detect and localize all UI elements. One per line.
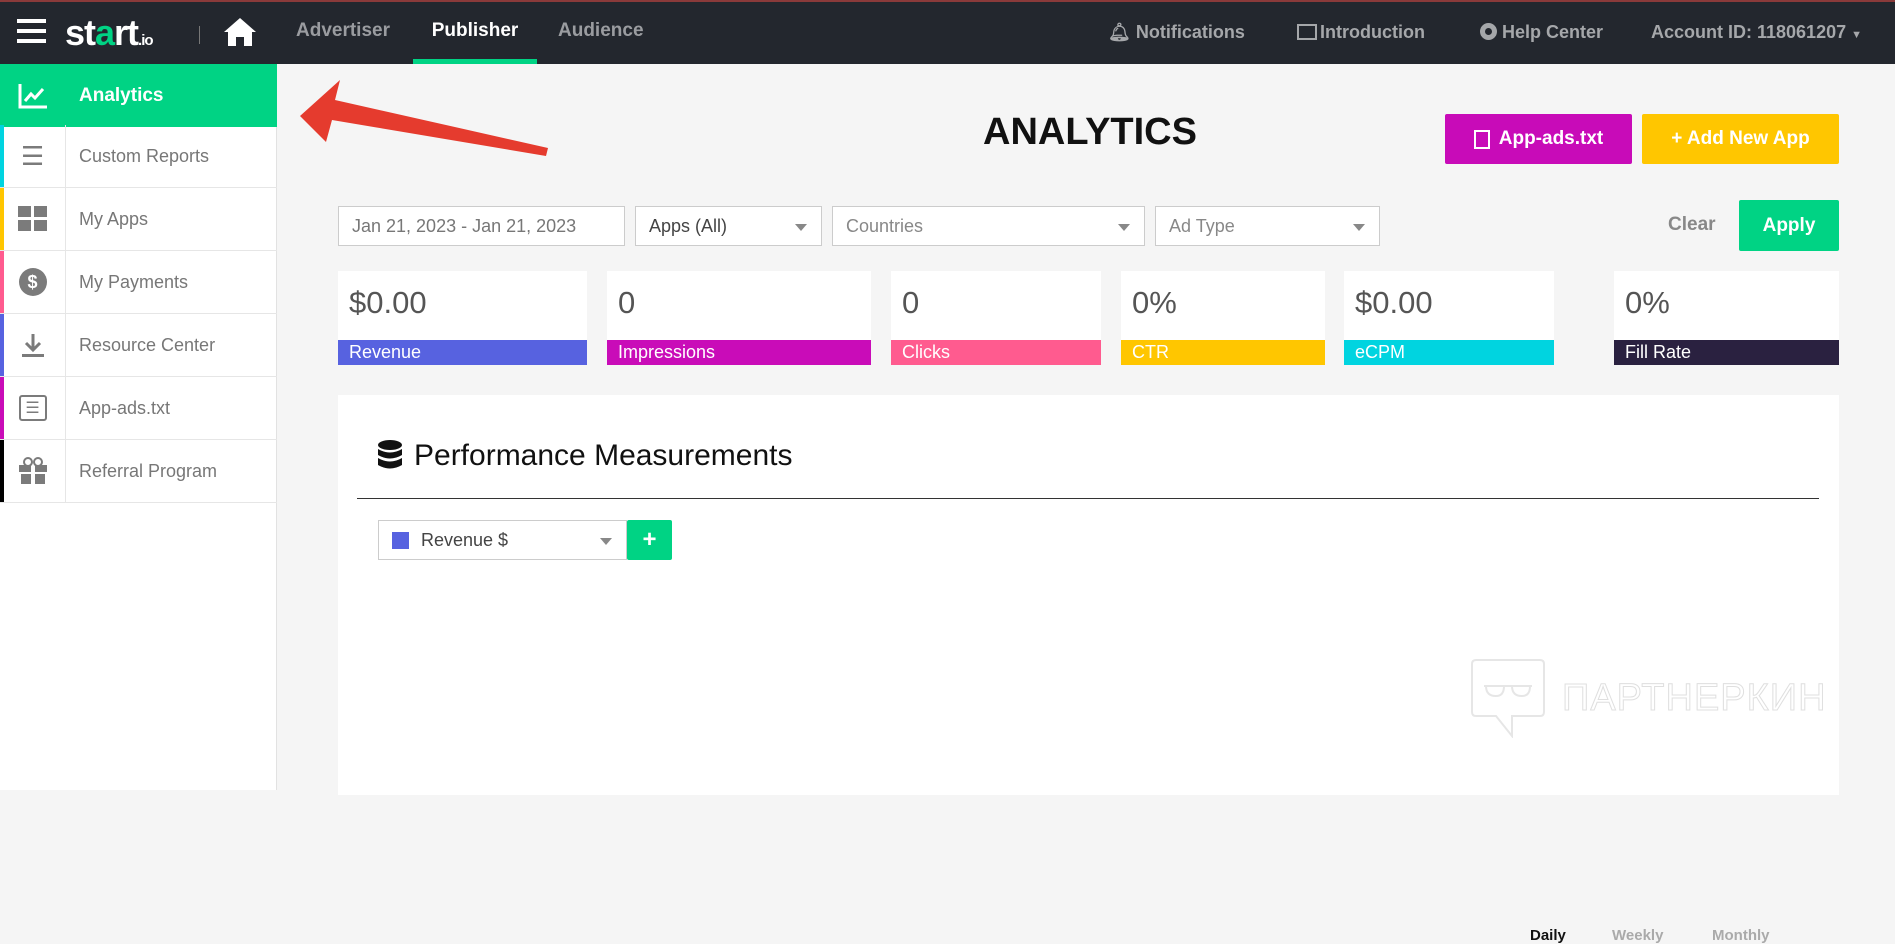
grid-icon xyxy=(0,188,66,250)
notifications-link[interactable]: 🔔︎ Notifications xyxy=(1108,22,1245,43)
metric-label: Clicks xyxy=(891,340,1101,365)
countries-placeholder: Countries xyxy=(846,215,924,236)
help-center-link[interactable]: Help Center xyxy=(1480,22,1603,43)
caret-down-icon: ▼ xyxy=(1851,29,1863,41)
active-tab-indicator xyxy=(413,59,537,64)
sidebar-item-resource-center[interactable]: Resource Center xyxy=(0,314,277,377)
dollar-circle-icon: $ xyxy=(0,251,66,313)
sidebar-item-referral-program[interactable]: Referral Program xyxy=(0,440,277,503)
countries-select[interactable]: Countries xyxy=(832,206,1145,246)
watermark-text: ПАРТНЕРКИН xyxy=(1562,676,1827,719)
app-ads-txt-button[interactable]: App-ads.txt xyxy=(1445,114,1632,164)
metric-label: Impressions xyxy=(607,340,871,365)
sidebar-item-analytics[interactable]: Analytics xyxy=(0,64,277,127)
metric-value: $0.00 xyxy=(1355,285,1433,320)
metric-card-impressions: 0 Impressions xyxy=(607,271,871,365)
metric-label: Fill Rate xyxy=(1614,340,1839,365)
ad-type-select[interactable]: Ad Type xyxy=(1155,206,1380,246)
clear-button[interactable]: Clear xyxy=(1668,214,1716,235)
notifications-label: Notifications xyxy=(1135,22,1245,42)
home-icon[interactable] xyxy=(222,16,258,48)
panel-title: Performance Measurements xyxy=(414,439,793,472)
metric-value: 0 xyxy=(618,285,636,320)
logo[interactable]: start.io xyxy=(65,12,154,53)
apps-select-value: Apps (All) xyxy=(649,215,728,236)
sidebar-item-label: Resource Center xyxy=(79,334,216,355)
watermark: ПАРТНЕРКИН xyxy=(1470,658,1827,738)
caret-down-icon xyxy=(1118,224,1130,231)
period-daily[interactable]: Daily xyxy=(1530,927,1566,944)
metric-label: eCPM xyxy=(1344,340,1554,365)
presentation-icon xyxy=(1297,24,1317,40)
metric-card-revenue: $0.00 Revenue xyxy=(338,271,587,365)
period-weekly[interactable]: Weekly xyxy=(1612,927,1664,944)
metric-label: Revenue xyxy=(338,340,587,365)
annotation-arrow xyxy=(300,80,548,156)
metric-card-clicks: 0 Clicks xyxy=(891,271,1101,365)
metric-value: 0% xyxy=(1132,285,1177,320)
sidebar: Analytics ☰ Custom Reports My Apps $ My Pa… xyxy=(0,64,277,790)
introduction-link[interactable]: Introduction xyxy=(1297,22,1425,43)
sidebar-item-my-apps[interactable]: My Apps xyxy=(0,188,277,251)
ad-type-placeholder: Ad Type xyxy=(1169,215,1235,236)
tab-publisher[interactable]: Publisher xyxy=(431,20,519,41)
bell-icon: 🔔︎ xyxy=(1108,22,1136,42)
chart-line-icon xyxy=(0,64,66,127)
metric-card-fill-rate: 0% Fill Rate xyxy=(1614,271,1839,365)
period-monthly[interactable]: Monthly xyxy=(1712,927,1770,944)
metric-card-ecpm: $0.00 eCPM xyxy=(1344,271,1554,365)
hamburger-menu-icon[interactable] xyxy=(17,19,46,43)
add-new-app-button[interactable]: + Add New App xyxy=(1642,114,1839,164)
top-navbar: start.io Advertiser Publisher Audience 🔔… xyxy=(0,0,1895,64)
sidebar-item-my-payments[interactable]: $ My Payments xyxy=(0,251,277,314)
account-id: Account ID: 118061207 xyxy=(1651,22,1847,42)
watermark-logo-icon xyxy=(1471,659,1545,738)
sidebar-item-label: Custom Reports xyxy=(79,145,210,166)
metric-value: $0.00 xyxy=(349,285,427,320)
divider xyxy=(199,26,200,44)
tab-advertiser[interactable]: Advertiser xyxy=(296,20,390,41)
sidebar-item-label: My Apps xyxy=(79,208,149,229)
gift-icon xyxy=(0,440,66,502)
sidebar-item-label: Referral Program xyxy=(79,460,218,481)
introduction-label: Introduction xyxy=(1320,22,1425,42)
metric-select-value: Revenue $ xyxy=(421,529,509,550)
divider xyxy=(357,498,1819,499)
metric-value: 0% xyxy=(1625,285,1670,320)
sidebar-item-label: App-ads.txt xyxy=(79,397,171,418)
lifebuoy-icon xyxy=(1480,23,1497,40)
download-icon xyxy=(0,314,66,376)
sidebar-item-label: Analytics xyxy=(79,84,164,106)
caret-down-icon xyxy=(795,224,807,231)
list-box-icon: ☰ xyxy=(0,377,66,439)
page-title: ANALYTICS xyxy=(983,111,1197,153)
metric-card-ctr: 0% CTR xyxy=(1121,271,1325,365)
document-icon xyxy=(1473,129,1490,149)
date-range-picker[interactable]: Jan 21, 2023 - Jan 21, 2023 xyxy=(338,206,625,246)
caret-down-icon xyxy=(600,538,612,545)
metric-value: 0 xyxy=(902,285,920,320)
sidebar-item-custom-reports[interactable]: ☰ Custom Reports xyxy=(0,125,277,188)
sidebar-item-app-ads-txt[interactable]: ☰ App-ads.txt xyxy=(0,377,277,440)
performance-panel: Performance Measurements Revenue $ + Dai… xyxy=(338,395,1839,944)
add-metric-button[interactable]: + xyxy=(627,520,672,560)
metric-label: CTR xyxy=(1121,340,1325,365)
metric-select[interactable]: Revenue $ xyxy=(378,520,627,560)
list-icon: ☰ xyxy=(0,125,66,187)
app-ads-label: App-ads.txt xyxy=(1498,128,1604,149)
help-center-label: Help Center xyxy=(1502,22,1604,42)
account-menu[interactable]: Account ID: 118061207 ▼ xyxy=(1651,22,1862,43)
metric-color-swatch xyxy=(392,531,409,549)
database-icon xyxy=(378,440,402,469)
caret-down-icon xyxy=(1353,224,1365,231)
apply-button[interactable]: Apply xyxy=(1739,200,1839,251)
apps-select[interactable]: Apps (All) xyxy=(635,206,822,246)
sidebar-item-label: My Payments xyxy=(79,271,189,292)
tab-audience[interactable]: Audience xyxy=(558,20,644,41)
